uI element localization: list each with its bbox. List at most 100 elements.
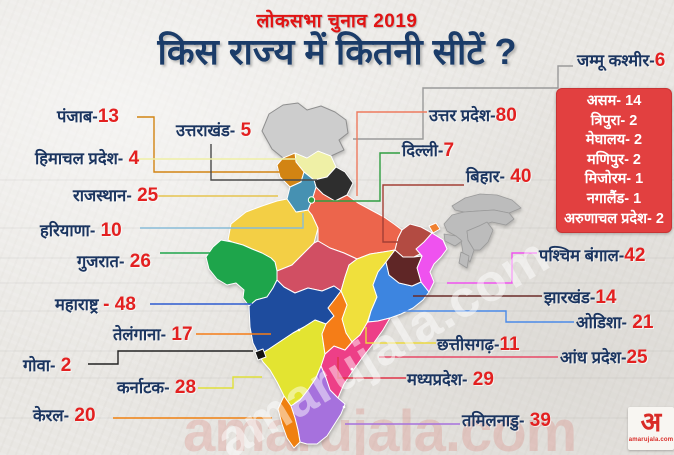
label-bihar: बिहार- 40: [466, 166, 531, 187]
label-jharkhand: झारखंड-14: [544, 287, 616, 308]
seat-count: 13: [97, 106, 119, 127]
connector-chhattisgarh-line: [365, 327, 436, 344]
map-states: [205, 102, 522, 449]
map-state-sikkim: [428, 222, 441, 234]
map-state-uttarakhand: [313, 166, 354, 202]
northeast-seat-row: नगालैंड- 1: [586, 190, 642, 207]
label-chhattisgarh: छत्तीसगढ़-11: [437, 334, 520, 355]
state-name: राजस्थान-: [73, 187, 132, 205]
map-state-tripura-mizoram: [458, 251, 470, 269]
state-name: तेलंगाना-: [113, 326, 167, 344]
seat-count: 7: [443, 140, 455, 161]
northeast-seat-row: मणिपुर- 2: [587, 151, 641, 168]
state-name: जम्मू कश्मीर-: [577, 52, 655, 70]
label-tamil-nadu: तमिलनाडु- 39: [462, 410, 551, 431]
seat-count: 42: [624, 245, 646, 266]
seat-count: 29: [467, 369, 494, 390]
label-goa: गोवा- 2: [23, 355, 71, 376]
northeast-seat-row: असम- 14: [586, 93, 642, 110]
seat-count: 11: [499, 334, 520, 355]
seat-count: 14: [595, 287, 617, 308]
seat-count: 26: [124, 251, 151, 272]
northeast-seat-row: अरुणाचल प्रदेश- 2: [564, 210, 664, 227]
map-city-dots: [297, 328, 354, 409]
kicker-title: लोकसभा चुनाव 2019: [256, 11, 418, 32]
connector-goa-line: [88, 350, 253, 365]
connector-uttarakhand-line: [210, 144, 317, 181]
label-madhya-pradesh: मध्यप्रदेश- 29: [407, 369, 494, 390]
label-west-bengal: पश्चिम बंगाल-42: [539, 245, 645, 266]
map-state-jammu-kashmir: [261, 102, 349, 159]
state-name: गोवा-: [23, 357, 56, 375]
state-name: उत्तर प्रदेश-: [429, 107, 496, 125]
state-name: छत्तीसगढ़-: [437, 336, 500, 354]
label-haryana: हरियाणा- 10: [40, 220, 122, 241]
northeast-seat-row: मिजोरम- 1: [584, 171, 644, 188]
label-odisha: ओडिशा- 21: [576, 312, 653, 333]
seat-count: 28: [169, 377, 197, 398]
state-name: आंध प्रदेश-: [560, 349, 627, 367]
seat-count: 10: [95, 220, 122, 241]
label-himachal: हिमाचल प्रदेश- 4: [35, 148, 139, 169]
label-uttar-pradesh: उत्तर प्रदेश-80: [429, 105, 517, 126]
seat-count: 4: [123, 148, 140, 169]
seat-count: 17: [166, 324, 193, 345]
state-name: पंजाब-: [57, 108, 98, 126]
page-title: किस राज्य में कितनी सीटें ?: [157, 31, 517, 72]
label-telangana: तेलंगाना- 17: [113, 324, 193, 345]
connector-west-bengal-line: [447, 252, 537, 284]
seat-count: 21: [626, 312, 654, 333]
state-name: तमिलनाडु-: [462, 412, 525, 430]
connector-punjab-line: [137, 116, 280, 173]
state-name: मध्यप्रदेश-: [407, 371, 468, 389]
seat-count: 2: [55, 355, 72, 376]
label-maharashtra: महाराष्ट्र - 48: [55, 294, 136, 315]
state-name: ओडिशा-: [576, 314, 627, 332]
seat-count: 25: [626, 347, 648, 368]
seat-count: 20: [69, 405, 96, 426]
logo-glyph-icon: अ: [640, 407, 662, 437]
seat-count: - 48: [103, 294, 136, 315]
connector-lines: [88, 65, 574, 425]
map-state-delhi: [307, 196, 316, 204]
state-name: कर्नाटक-: [117, 379, 170, 397]
connector-odisha-line: [399, 310, 574, 323]
seat-count: 39: [524, 410, 551, 431]
label-delhi: दिल्ली-7: [402, 140, 454, 161]
northeast-seat-row: त्रिपुरा- 2: [590, 112, 638, 129]
state-name: हिमाचल प्रदेश-: [35, 150, 124, 168]
connector-karnataka-line: [198, 376, 262, 389]
connector-madhya-pradesh-line: [337, 357, 406, 379]
state-name: हरियाणा-: [40, 222, 96, 240]
state-name: केरल-: [33, 407, 70, 425]
state-name: दिल्ली-: [402, 142, 444, 160]
connector-delhi-line: [315, 152, 400, 202]
state-name: गुजरात-: [77, 253, 125, 271]
map-state-nagaland-manipur: [466, 221, 494, 251]
state-name: पश्चिम बंगाल-: [539, 247, 625, 265]
map-state-goa: [254, 348, 267, 361]
map-state-meghalaya: [443, 233, 463, 247]
label-jammu-kashmir: जम्मू कश्मीर-6: [577, 50, 665, 71]
connector-haryana-line: [140, 213, 304, 229]
northeast-seat-row: मेघालय- 2: [585, 132, 643, 149]
state-name: उत्तराखंड-: [176, 122, 236, 140]
seat-count: 25: [131, 185, 159, 206]
map-state-arunachal: [451, 193, 522, 214]
amar-ujala-logo: अ amarujala.com: [628, 407, 674, 450]
state-name: बिहार-: [466, 168, 505, 186]
label-karnataka: कर्नाटक- 28: [117, 377, 196, 398]
logo-site-text: amarujala.com: [628, 437, 674, 443]
map-state-jharkhand: [385, 249, 423, 287]
connector-uttar-pradesh-line: [356, 111, 427, 196]
label-uttarakhand: उत्तराखंड- 5: [176, 120, 251, 141]
label-gujarat: गुजरात- 26: [77, 251, 151, 272]
seat-count: 40: [504, 166, 532, 187]
map-state-telangana: [321, 290, 353, 355]
label-kerala: केरल- 20: [33, 405, 96, 426]
label-andhra: आंध प्रदेश-25: [560, 347, 648, 368]
map-state-kerala: [277, 395, 301, 449]
seat-count: 5: [235, 120, 252, 141]
